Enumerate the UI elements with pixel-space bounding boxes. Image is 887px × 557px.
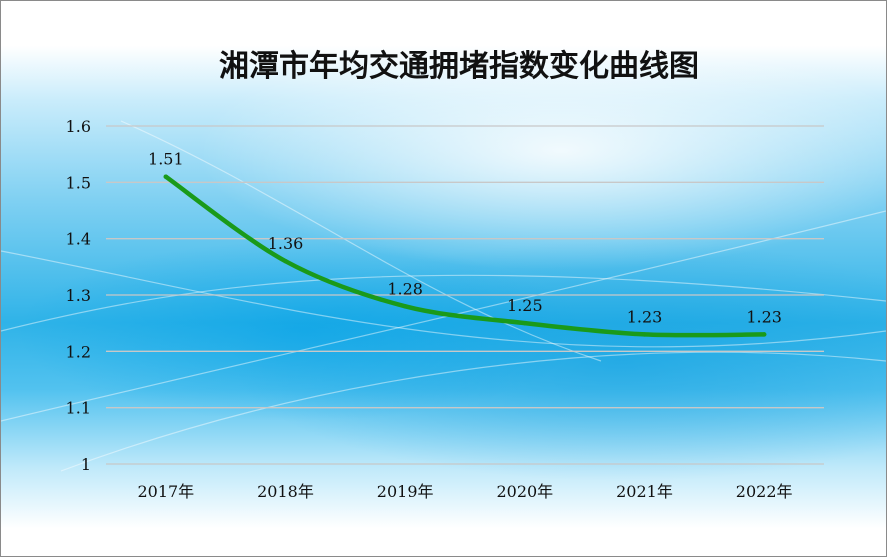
x-tick-label: 2019年 bbox=[377, 482, 434, 501]
x-tick-label: 2020年 bbox=[496, 482, 553, 501]
data-label: 1.28 bbox=[387, 279, 423, 298]
data-point bbox=[283, 259, 288, 264]
x-axis-ticks: 2017年 2018年 2019年 2020年 2021年 2022年 bbox=[137, 482, 792, 501]
x-tick-label: 2021年 bbox=[616, 482, 673, 501]
data-label: 1.23 bbox=[627, 307, 663, 326]
y-tick-label: 1.1 bbox=[66, 399, 91, 418]
data-point bbox=[163, 174, 169, 179]
x-tick-label: 2017年 bbox=[137, 482, 194, 501]
y-tick-label: 1.2 bbox=[66, 342, 91, 361]
data-label: 1.51 bbox=[148, 150, 184, 169]
data-label: 1.36 bbox=[268, 234, 304, 253]
data-point bbox=[761, 332, 767, 337]
x-tick-label: 2018年 bbox=[257, 482, 314, 501]
data-labels: 1.51 1.36 1.28 1.25 1.23 1.23 bbox=[148, 150, 782, 327]
y-tick-label: 1.6 bbox=[66, 117, 91, 136]
y-tick-label: 1.5 bbox=[66, 173, 91, 192]
y-tick-label: 1 bbox=[81, 455, 91, 474]
data-point bbox=[402, 304, 408, 309]
data-point bbox=[642, 332, 647, 337]
data-label: 1.25 bbox=[507, 296, 543, 315]
background-streaks bbox=[1, 120, 886, 472]
chart-title: 湘潭市年均交通拥堵指数变化曲线图 bbox=[219, 49, 699, 84]
data-label: 1.23 bbox=[746, 307, 782, 326]
series-layer bbox=[163, 174, 767, 338]
y-axis-ticks: 1 1.1 1.2 1.3 1.4 1.5 1.6 bbox=[66, 117, 91, 474]
y-tick-label: 1.4 bbox=[66, 230, 91, 249]
data-point bbox=[522, 320, 528, 326]
x-tick-label: 2022年 bbox=[736, 482, 793, 501]
series-line bbox=[163, 174, 767, 338]
y-tick-label: 1.3 bbox=[66, 286, 91, 305]
gridlines bbox=[106, 125, 824, 465]
